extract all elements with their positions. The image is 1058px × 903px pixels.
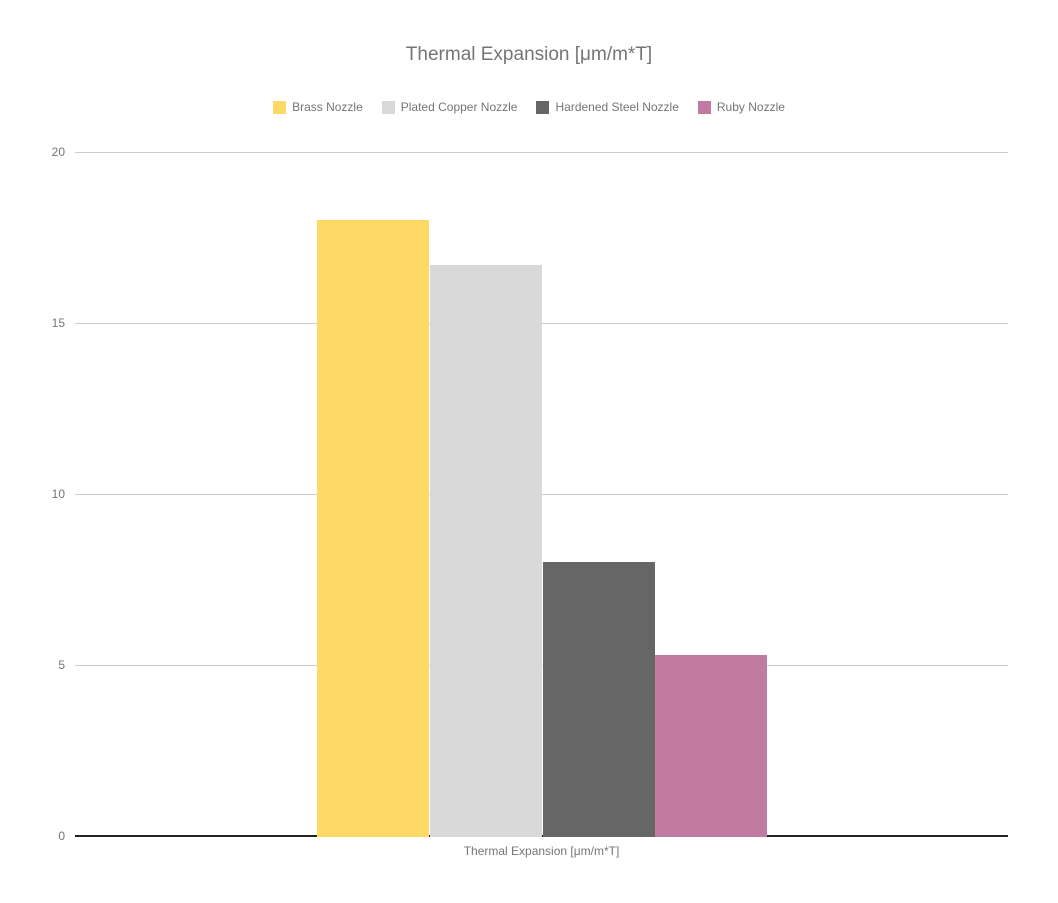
y-axis-tick-label: 5 bbox=[58, 658, 65, 672]
gridline-20 bbox=[75, 152, 1008, 153]
x-axis-category-label: Thermal Expansion [μm/m*T] bbox=[463, 844, 620, 858]
y-axis-tick-label: 10 bbox=[51, 487, 65, 501]
legend-label: Ruby Nozzle bbox=[716, 100, 785, 114]
bar-ruby-nozzle[interactable] bbox=[655, 655, 768, 837]
legend-item-ruby-nozzle[interactable]: Ruby Nozzle bbox=[697, 100, 785, 114]
y-axis-tick-label: 15 bbox=[51, 316, 65, 330]
legend-item-hardened-steel-nozzle[interactable]: Hardened Steel Nozzle bbox=[536, 100, 679, 114]
legend-swatch-ruby-nozzle bbox=[697, 100, 711, 114]
legend-swatch-brass-nozzle bbox=[273, 100, 287, 114]
chart-title: Thermal Expansion [μm/m*T] bbox=[405, 44, 653, 65]
y-axis-tick-label: 0 bbox=[58, 829, 65, 843]
chart-legend: Brass Nozzle Plated Copper Nozzle Hardened… bbox=[0, 99, 1058, 115]
legend-item-brass-nozzle[interactable]: Brass Nozzle bbox=[273, 100, 363, 114]
legend-swatch-hardened-steel-nozzle bbox=[536, 100, 550, 114]
legend-label: Plated Copper Nozzle bbox=[400, 100, 518, 114]
legend-swatch-plated-copper-nozzle bbox=[381, 100, 395, 114]
legend-item-plated-copper-nozzle[interactable]: Plated Copper Nozzle bbox=[381, 100, 518, 114]
legend-label: Brass Nozzle bbox=[292, 100, 363, 114]
bar-hardened-steel-nozzle[interactable] bbox=[542, 562, 655, 837]
bar-plated-copper-nozzle[interactable] bbox=[429, 265, 542, 837]
y-axis-tick-label: 20 bbox=[51, 145, 65, 159]
legend-label: Hardened Steel Nozzle bbox=[555, 100, 679, 114]
bar-brass-nozzle[interactable] bbox=[317, 220, 429, 837]
